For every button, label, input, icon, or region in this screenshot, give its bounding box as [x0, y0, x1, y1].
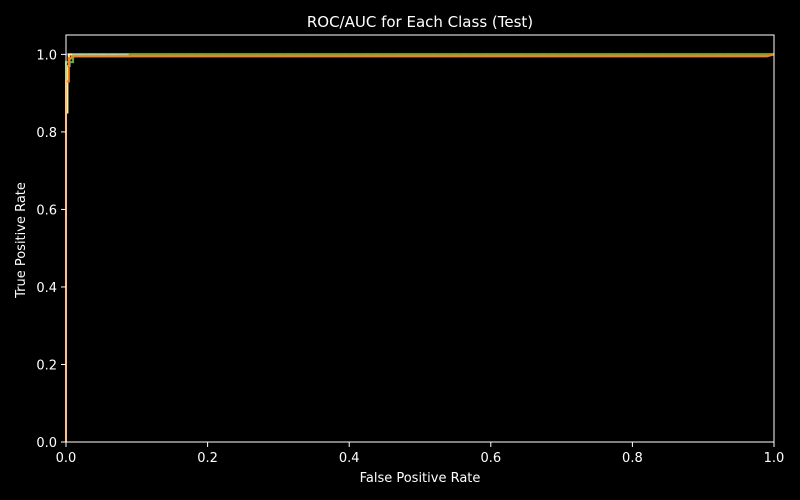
x-tick-label: 0.6: [480, 451, 501, 466]
y-tick-label: 0.6: [36, 203, 57, 218]
x-tick-label: 0.0: [56, 451, 77, 466]
y-tick-label: 0.0: [36, 436, 57, 451]
y-axis-label: True Positive Rate: [14, 182, 29, 299]
x-tick-label: 0.8: [622, 451, 643, 466]
y-tick-label: 0.8: [36, 126, 57, 141]
x-tick-label: 0.2: [197, 451, 218, 466]
x-tick-label: 1.0: [764, 451, 785, 466]
chart-title: ROC/AUC for Each Class (Test): [307, 13, 533, 31]
x-axis-label: False Positive Rate: [360, 471, 481, 486]
x-tick-label: 0.4: [339, 451, 360, 466]
y-tick-label: 0.2: [36, 358, 57, 373]
y-tick-label: 0.4: [36, 281, 57, 296]
ticks-layer: 0.0 0.2 0.4 0.6 0.8 1.0 0.0 0.2 0.4 0.6 0.8 1.0: [36, 48, 784, 466]
plot-frame: [65, 34, 775, 443]
y-tick-label: 1.0: [36, 48, 57, 63]
